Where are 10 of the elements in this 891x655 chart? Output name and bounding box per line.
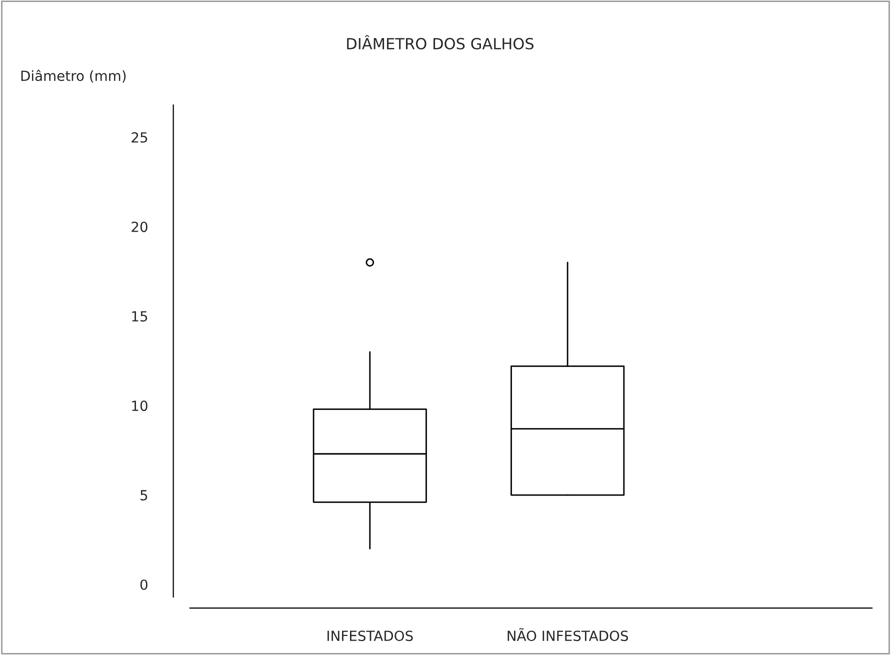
y-tick-label: 25 <box>132 132 148 143</box>
y-tick-label: 20 <box>132 222 148 232</box>
y-tick-label: 10 <box>132 400 148 412</box>
x-tick-label: NÃO INFESTADOS <box>508 628 628 642</box>
y-tick-label: 15 <box>132 311 148 322</box>
chart-title: DIÂMETRO DOS GALHOS <box>347 35 534 50</box>
x-tick-label: INFESTADOS <box>328 630 413 642</box>
y-tick-label: 5 <box>140 490 148 500</box>
y-axis-title: Diâmetro (mm) <box>21 70 126 83</box>
y-tick-label: 0 <box>140 579 148 590</box>
